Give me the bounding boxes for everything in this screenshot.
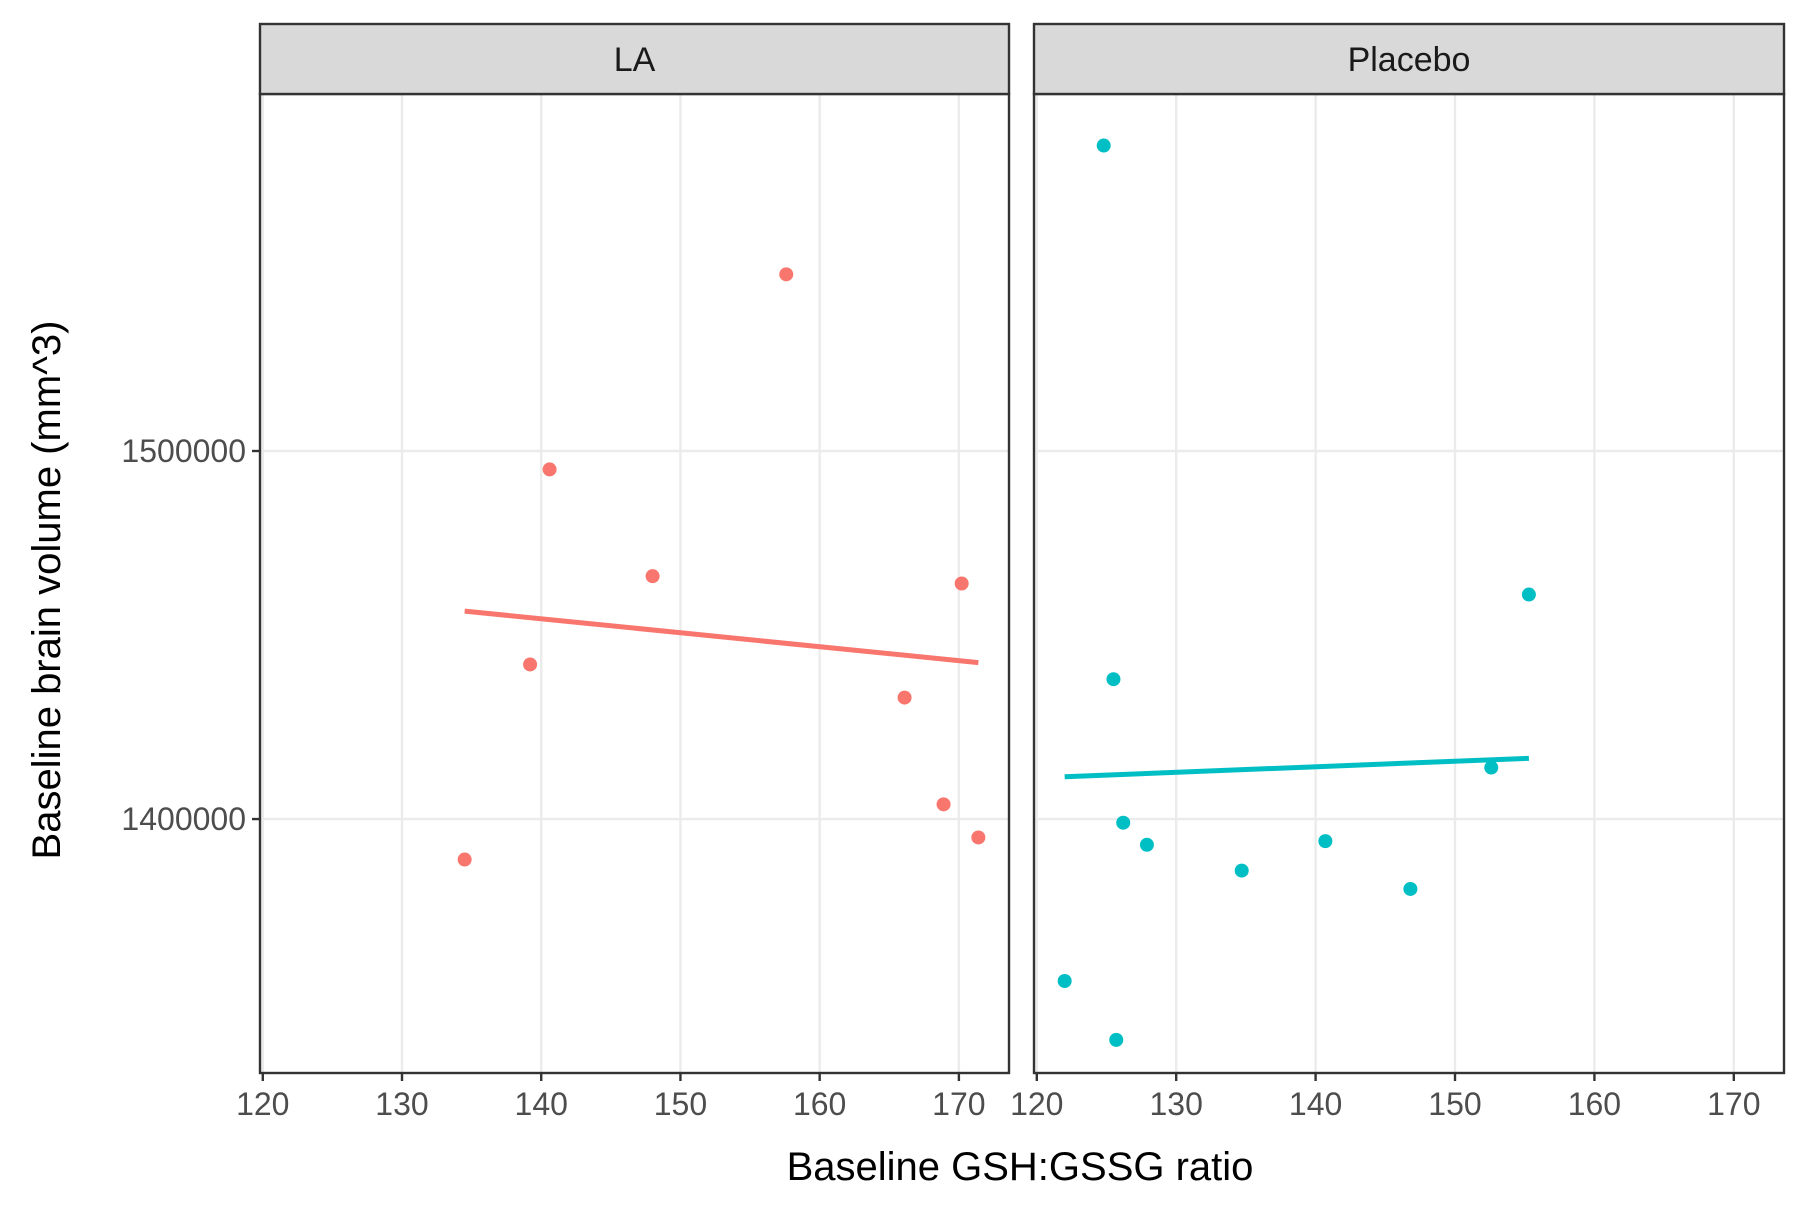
data-point — [1521, 587, 1536, 602]
data-point — [971, 830, 986, 845]
data-point — [1096, 138, 1111, 153]
data-point — [1318, 834, 1333, 849]
x-axis-title: Baseline GSH:GSSG ratio — [787, 1145, 1254, 1189]
facet-strip — [1032, 22, 1786, 96]
facet-strip-label: LA — [614, 41, 656, 79]
data-point — [523, 657, 538, 672]
x-tick-label: 160 — [1568, 1086, 1621, 1122]
data-point — [1484, 760, 1499, 775]
y-tick-label: 1400000 — [121, 801, 246, 837]
data-point — [936, 797, 951, 812]
data-point — [1403, 881, 1418, 896]
x-tick-label: 120 — [236, 1086, 289, 1122]
panel-placebo: Placebo 120 130 140 150 160 170 — [1010, 22, 1786, 1122]
data-point — [779, 267, 794, 282]
data-point — [1109, 1032, 1124, 1047]
panel-la: LA 120 130 140 150 160 170 1400000 1500000 — [121, 22, 1011, 1122]
x-tick-label: 170 — [932, 1086, 985, 1122]
data-point — [542, 462, 557, 477]
data-point — [1057, 973, 1072, 988]
plot-background — [260, 94, 1009, 1073]
data-point — [1234, 863, 1249, 878]
data-point — [897, 690, 912, 705]
x-tick-label: 130 — [375, 1086, 428, 1122]
x-tick-label: 150 — [1428, 1086, 1481, 1122]
trend-line — [464, 608, 979, 666]
panels-layer: LA 120 130 140 150 160 170 1400000 1500000 Placeb… — [121, 22, 1786, 1122]
x-tick-label: 170 — [1707, 1086, 1760, 1122]
data-point — [457, 852, 472, 867]
facet-strip — [258, 22, 1011, 96]
trend-line — [1064, 755, 1529, 780]
data-point — [1116, 815, 1131, 830]
data-point — [1139, 837, 1154, 852]
x-tick-label: 120 — [1010, 1086, 1063, 1122]
data-point — [954, 576, 969, 591]
x-tick-label: 130 — [1149, 1086, 1202, 1122]
x-tick-label: 140 — [1289, 1086, 1342, 1122]
x-tick-label: 150 — [654, 1086, 707, 1122]
data-point — [645, 569, 660, 584]
x-tick-label: 140 — [515, 1086, 568, 1122]
y-tick-label: 1500000 — [121, 433, 246, 469]
facet-strip-label: Placebo — [1348, 41, 1471, 79]
y-axis-title: Baseline brain volume (mm^3) — [25, 321, 69, 860]
data-point — [1106, 672, 1121, 687]
x-tick-label: 160 — [793, 1086, 846, 1122]
plot-background — [1034, 94, 1784, 1073]
